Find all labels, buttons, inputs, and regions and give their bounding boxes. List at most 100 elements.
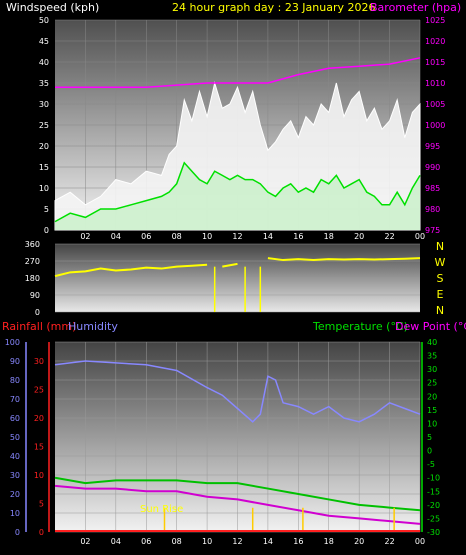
temperature-y-tick-label: 20 [427, 392, 437, 401]
average-wind-area [55, 162, 420, 230]
wind-y-tick-label: 5 [44, 205, 49, 214]
wind-y-tick-label: 35 [39, 79, 49, 88]
lower-x-tick-label: 18 [324, 537, 334, 546]
direction-line [267, 257, 421, 262]
temperature-y-tick-label: 40 [427, 338, 437, 347]
dew-point-line [54, 484, 421, 525]
lower-x-tick-label: 08 [172, 537, 182, 546]
wind-y-tick-label: 0 [44, 226, 49, 235]
humidity-y-tick-label: 0 [15, 528, 20, 537]
temperature-y-tick-label: 30 [427, 365, 437, 374]
temperature-y-tick-label: 10 [427, 419, 437, 428]
wind-y-tick-label: 30 [39, 100, 49, 109]
temperature-y-ticks: -30 -25 -20 -15 -10 -5 0 5 10 15 20 25 30 35 40 [421, 338, 440, 537]
temperature-y-tick-label: -30 [427, 528, 440, 537]
lower-x-tick-label: 02 [80, 537, 90, 546]
temperature-y-tick-label: -20 [427, 501, 440, 510]
direction-line [54, 263, 208, 278]
compass-label: E [437, 288, 444, 301]
humidity-y-tick-label: 50 [10, 433, 20, 442]
rain-y-tick-label: 25 [34, 386, 44, 395]
rain-y-tick-label: 0 [39, 528, 44, 537]
wind-axis-title: Windspeed (kph) [6, 1, 99, 14]
compass-label: N [436, 304, 444, 317]
wind-x-tick-label: 04 [111, 232, 121, 241]
lower-x-tick-label: 04 [111, 537, 121, 546]
wind-y-tick-label: 20 [39, 142, 49, 151]
barometer-y-tick-label: 995 [425, 142, 440, 151]
humidity-axis-title: Humidity [68, 320, 118, 333]
wind-y-tick-label: 50 [39, 16, 49, 25]
direction-y-tick-label: 270 [25, 257, 40, 266]
barometer-y-tick-label: 985 [425, 184, 440, 193]
rain-y-tick-label: 20 [34, 414, 44, 423]
barometer-y-tick-label: 1000 [425, 121, 445, 130]
lower-x-tick-label: 14 [263, 537, 273, 546]
wind-x-tick-label: 20 [354, 232, 364, 241]
barometer-axis-title: Barometer (hpa) [370, 1, 461, 14]
compass-label: W [435, 256, 446, 269]
temperature-y-tick-label: 0 [427, 447, 432, 456]
temperature-y-tick-label: -25 [427, 514, 440, 523]
graph-title: 24 hour graph day : 23 January 2026 [172, 1, 376, 14]
average-wind-line [54, 161, 421, 223]
lower-series [54, 360, 421, 532]
wind-x-tick-label: 16 [293, 232, 303, 241]
lower-x-tick-label: 22 [384, 537, 394, 546]
humidity-y-tick-label: 20 [10, 490, 20, 499]
sunrise-annotation: Sun Rise [140, 504, 183, 515]
lower-x-tick-label: 00 [415, 537, 425, 546]
direction-y-tick-label: 180 [25, 274, 40, 283]
lower-x-ticks: 02 04 06 08 10 12 14 16 18 20 22 00 [80, 537, 425, 546]
rain-y-ticks: 0 5 10 15 20 25 30 [34, 342, 50, 537]
humidity-y-ticks: 0 10 20 30 40 50 60 70 80 90 100 [5, 338, 27, 537]
wind-y-ticks: 0 5 10 15 20 25 30 35 40 45 50 [39, 16, 49, 235]
wind-y-tick-label: 25 [39, 121, 49, 130]
humidity-y-tick-label: 10 [10, 509, 20, 518]
barometer-y-tick-label: 990 [425, 163, 440, 172]
barometer-y-tick-label: 1020 [425, 37, 445, 46]
direction-gridlines [55, 243, 420, 313]
humidity-y-tick-label: 80 [10, 376, 20, 385]
temperature-y-tick-label: -10 [427, 474, 440, 483]
lower-x-tick-label: 16 [293, 537, 303, 546]
wind-x-ticks: 02 04 06 08 10 12 14 16 18 20 22 00 [80, 232, 425, 241]
barometer-y-tick-label: 1010 [425, 79, 445, 88]
compass-label: S [437, 272, 444, 285]
rain-y-tick-label: 15 [34, 443, 44, 452]
barometer-y-tick-label: 1005 [425, 100, 445, 109]
temperature-y-tick-label: 5 [427, 433, 432, 442]
humidity-y-tick-label: 30 [10, 471, 20, 480]
temperature-axis-title: Temperature (°C) [312, 320, 408, 333]
compass-label: N [436, 240, 444, 253]
lower-x-tick-label: 06 [141, 537, 151, 546]
humidity-y-tick-label: 40 [10, 452, 20, 461]
direction-y-tick-label: 0 [35, 308, 40, 317]
direction-series [54, 257, 421, 312]
wind-x-tick-label: 00 [415, 232, 425, 241]
humidity-y-tick-label: 60 [10, 414, 20, 423]
rain-y-tick-label: 5 [39, 500, 44, 509]
barometer-y-tick-label: 1015 [425, 58, 445, 67]
wind-x-tick-label: 08 [172, 232, 182, 241]
direction-y-tick-label: 360 [25, 240, 40, 249]
lower-x-tick-label: 10 [202, 537, 212, 546]
dewpoint-axis-title: Dew Point (°C) [395, 320, 466, 333]
humidity-y-tick-label: 70 [10, 395, 20, 404]
barometer-y-tick-label: 980 [425, 205, 440, 214]
barometer-line [55, 57, 421, 88]
direction-line [222, 262, 238, 268]
rain-y-tick-label: 30 [34, 357, 44, 366]
wind-x-tick-label: 18 [324, 232, 334, 241]
wind-x-tick-label: 10 [202, 232, 212, 241]
wind-x-tick-label: 06 [141, 232, 151, 241]
wind-x-tick-label: 22 [384, 232, 394, 241]
wind-series [54, 57, 421, 231]
temperature-y-tick-label: 25 [427, 379, 437, 388]
temperature-y-tick-label: 35 [427, 352, 437, 361]
wind-y-tick-label: 45 [39, 37, 49, 46]
wind-y-tick-label: 15 [39, 163, 49, 172]
barometer-y-tick-label: 1025 [425, 16, 445, 25]
wind-x-tick-label: 02 [80, 232, 90, 241]
